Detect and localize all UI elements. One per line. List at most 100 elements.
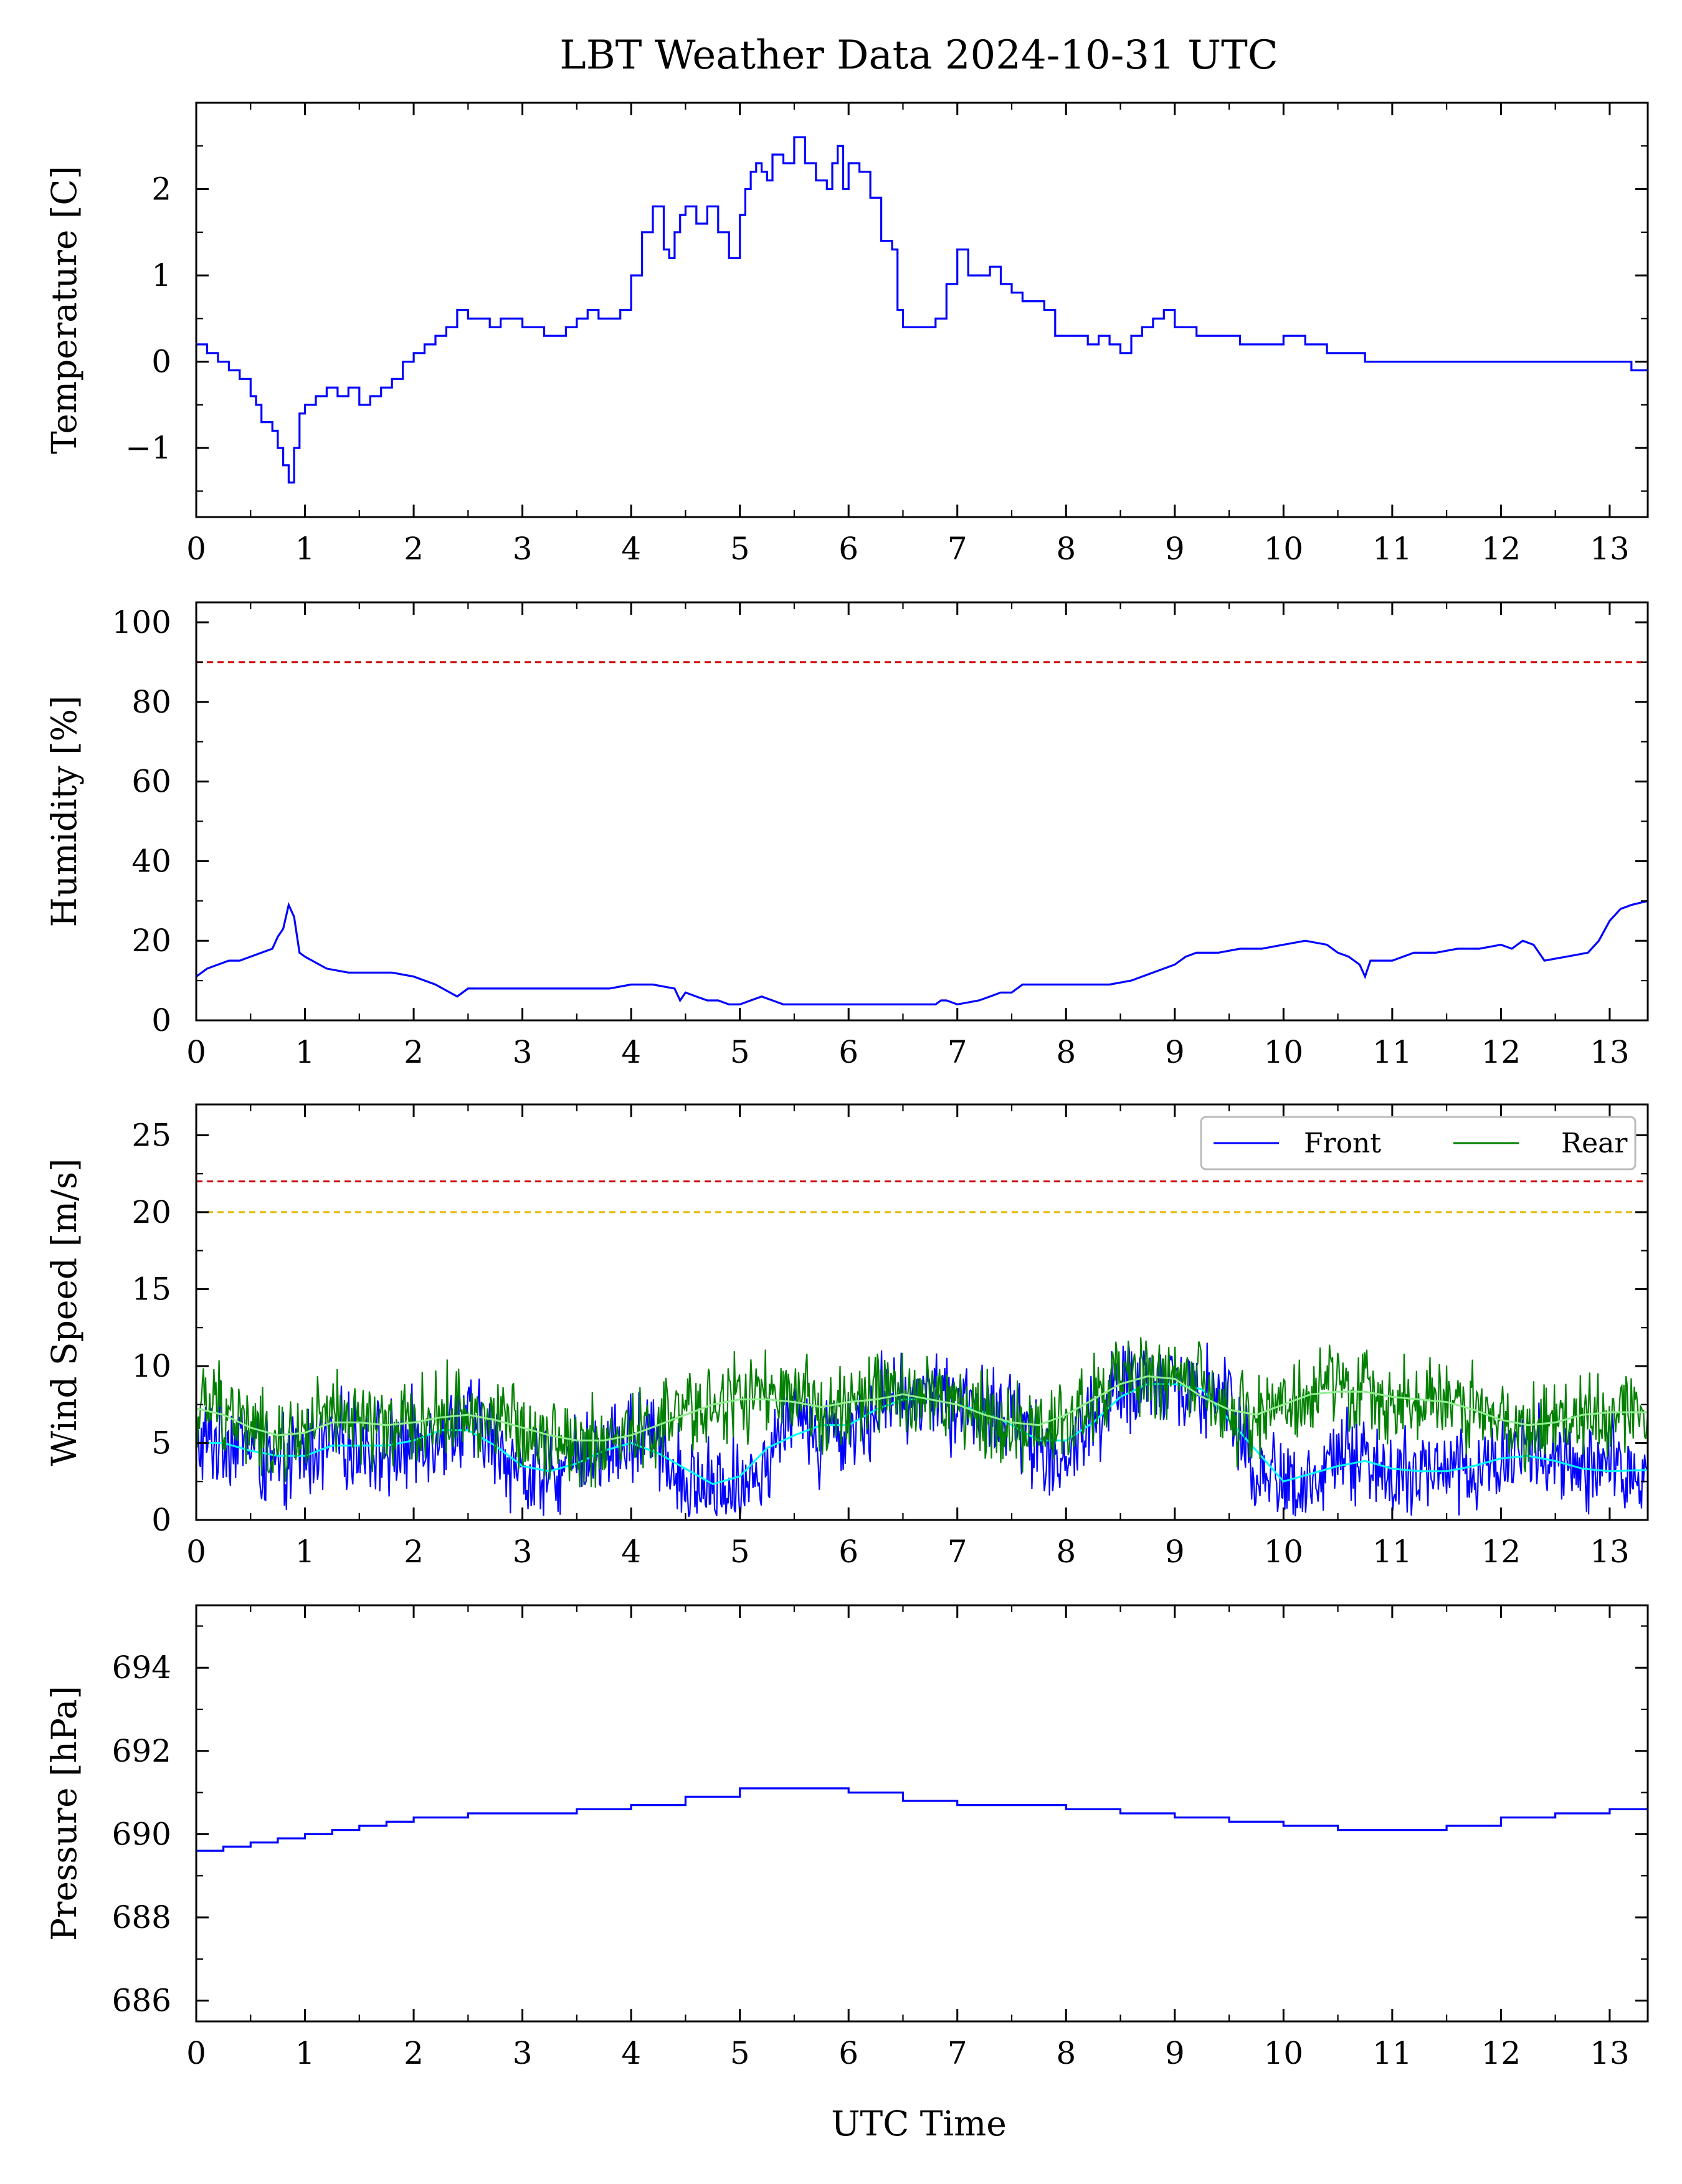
x-tick-label: 11 <box>1372 1534 1412 1570</box>
x-tick-label: 0 <box>186 1034 206 1070</box>
x-tick-label: 4 <box>621 1034 641 1070</box>
x-tick-label: 9 <box>1165 1034 1185 1070</box>
x-tick-label: 2 <box>404 1534 424 1570</box>
x-tick-label: 2 <box>404 2035 424 2071</box>
temperature-ticks <box>195 102 1648 517</box>
x-tick-label: 4 <box>621 2035 641 2071</box>
x-tick-label: 12 <box>1481 1034 1521 1070</box>
y-tick-label: 0 <box>151 1502 171 1538</box>
x-tick-label: 11 <box>1372 2035 1412 2071</box>
y-tick-label: 10 <box>131 1348 171 1384</box>
x-tick-label: 2 <box>404 531 424 567</box>
x-tick-label: 9 <box>1165 1534 1185 1570</box>
x-tick-label: 9 <box>1165 2035 1185 2071</box>
x-tick-label: 4 <box>621 531 641 567</box>
x-tick-label: 5 <box>730 1534 750 1570</box>
x-tick-label: 2 <box>404 1034 424 1070</box>
y-tick-label: 690 <box>112 1816 171 1852</box>
pressure-series-line <box>196 1787 1648 1852</box>
y-tick-label: 1 <box>151 257 171 293</box>
y-tick-label: 688 <box>112 1899 171 1935</box>
x-tick-label: 13 <box>1590 531 1630 567</box>
x-tick-label: 9 <box>1165 531 1185 567</box>
y-tick-label: 692 <box>112 1733 171 1769</box>
x-tick-label: 11 <box>1372 531 1412 567</box>
x-tick-label: 0 <box>186 531 206 567</box>
x-tick-label: 4 <box>621 1534 641 1570</box>
x-tick-label: 1 <box>295 531 315 567</box>
x-tick-label: 8 <box>1056 531 1076 567</box>
pressure-ticks <box>195 1605 1648 2021</box>
x-tick-label: 1 <box>295 1534 315 1570</box>
humidity-ticks <box>195 602 1648 1022</box>
y-tick-label: 100 <box>112 604 171 640</box>
x-tick-label: 7 <box>948 2035 967 2071</box>
legend: Front Rear <box>1200 1116 1637 1170</box>
y-tick-label: 686 <box>112 1983 171 2019</box>
series-front-raw-line <box>196 1341 1648 1517</box>
x-tick-label: 10 <box>1264 2035 1304 2071</box>
x-tick-label: 6 <box>839 2035 858 2071</box>
wind-axes-frame <box>195 1103 1649 1521</box>
y-tick-label: 20 <box>131 1194 171 1230</box>
humidity-plot-area <box>196 661 1648 1006</box>
x-tick-label: 11 <box>1372 1034 1412 1070</box>
temperature-plot-area <box>196 136 1648 484</box>
x-tick-label: 5 <box>730 1034 750 1070</box>
x-tick-label: 3 <box>513 1534 533 1570</box>
pressure-y-axis-title: Pressure [hPa] <box>44 1686 84 1941</box>
x-tick-label: 8 <box>1056 1534 1076 1570</box>
x-tick-label: 6 <box>839 1534 858 1570</box>
y-tick-label: 5 <box>151 1425 171 1461</box>
x-tick-label: 7 <box>948 1034 967 1070</box>
temperature-series-line <box>196 136 1648 484</box>
legend-label-front: Front <box>1304 1128 1381 1159</box>
x-tick-label: 3 <box>513 531 533 567</box>
humidity-y-axis-title: Humidity [%] <box>44 696 84 928</box>
x-tick-label: 13 <box>1590 1534 1630 1570</box>
x-tick-label: 1 <box>295 1034 315 1070</box>
x-tick-label: 10 <box>1264 1034 1304 1070</box>
y-tick-label: 2 <box>151 171 171 207</box>
y-tick-label: 15 <box>131 1271 171 1307</box>
y-tick-label: 40 <box>131 843 171 879</box>
x-tick-label: 1 <box>295 2035 315 2071</box>
x-tick-label: 10 <box>1264 531 1304 567</box>
wind-y-axis-title: Wind Speed [m/s] <box>44 1159 84 1466</box>
x-tick-label: 3 <box>513 1034 533 1070</box>
y-tick-label: 20 <box>131 923 171 959</box>
pressure-plot-area <box>196 1787 1648 1852</box>
y-tick-label: 0 <box>151 1002 171 1038</box>
y-tick-label: −1 <box>125 430 171 466</box>
x-tick-label: 12 <box>1481 531 1521 567</box>
x-tick-label: 12 <box>1481 1534 1521 1570</box>
chart-title: LBT Weather Data 2024-10-31 UTC <box>559 32 1278 78</box>
y-tick-label: 60 <box>131 764 171 800</box>
y-tick-label: 80 <box>131 684 171 720</box>
y-tick-label: 25 <box>131 1117 171 1153</box>
series-rear-raw-line <box>196 1337 1648 1488</box>
x-tick-label: 12 <box>1481 2035 1521 2071</box>
humidity-axes-frame <box>195 601 1649 1022</box>
x-tick-label: 8 <box>1056 1034 1076 1070</box>
x-tick-label: 13 <box>1590 2035 1630 2071</box>
x-axis-title: UTC Time <box>831 2104 1007 2144</box>
x-tick-label: 5 <box>730 531 750 567</box>
wind-plot-area <box>196 1180 1648 1517</box>
y-tick-label: 694 <box>112 1650 171 1686</box>
x-tick-label: 0 <box>186 2035 206 2071</box>
humidity-series-line <box>196 900 1648 1006</box>
temperature-y-axis-title: Temperature [C] <box>44 166 84 454</box>
x-tick-label: 10 <box>1264 1534 1304 1570</box>
x-tick-label: 5 <box>730 2035 750 2071</box>
legend-label-rear: Rear <box>1561 1128 1628 1159</box>
x-tick-label: 0 <box>186 1534 206 1570</box>
pressure-axes-frame <box>195 1604 1649 2023</box>
y-tick-label: 0 <box>151 344 171 380</box>
legend-box <box>1200 1116 1637 1170</box>
x-tick-label: 3 <box>513 2035 533 2071</box>
